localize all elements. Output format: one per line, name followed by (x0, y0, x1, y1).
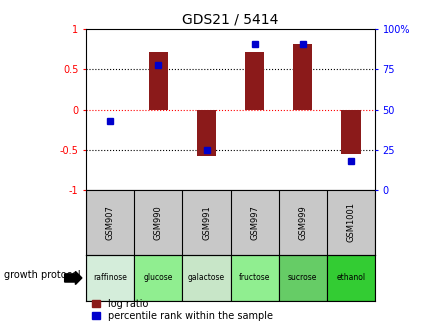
Text: GSM999: GSM999 (298, 205, 307, 240)
Text: glucose: glucose (143, 273, 173, 283)
Bar (230, 255, 278, 301)
Bar (197, 110, 215, 156)
Text: GSM991: GSM991 (202, 205, 211, 240)
Text: raffinose: raffinose (93, 273, 127, 283)
Bar (134, 255, 182, 301)
Title: GDS21 / 5414: GDS21 / 5414 (182, 13, 278, 27)
Text: GSM907: GSM907 (105, 205, 114, 240)
Text: sucrose: sucrose (287, 273, 317, 283)
Text: growth protocol: growth protocol (4, 270, 81, 280)
Text: GSM1001: GSM1001 (346, 202, 355, 242)
Text: fructose: fructose (238, 273, 270, 283)
Legend: log ratio, percentile rank within the sample: log ratio, percentile rank within the sa… (91, 298, 273, 322)
Text: galactose: galactose (187, 273, 224, 283)
Bar (148, 52, 168, 110)
Bar (292, 44, 312, 110)
Bar (182, 255, 230, 301)
Bar (326, 255, 374, 301)
Text: ethanol: ethanol (335, 273, 365, 283)
Bar (244, 52, 264, 110)
Text: GSM997: GSM997 (249, 205, 258, 240)
Text: GSM990: GSM990 (154, 205, 163, 240)
Bar (278, 255, 326, 301)
Bar (341, 110, 359, 154)
Bar (86, 255, 134, 301)
